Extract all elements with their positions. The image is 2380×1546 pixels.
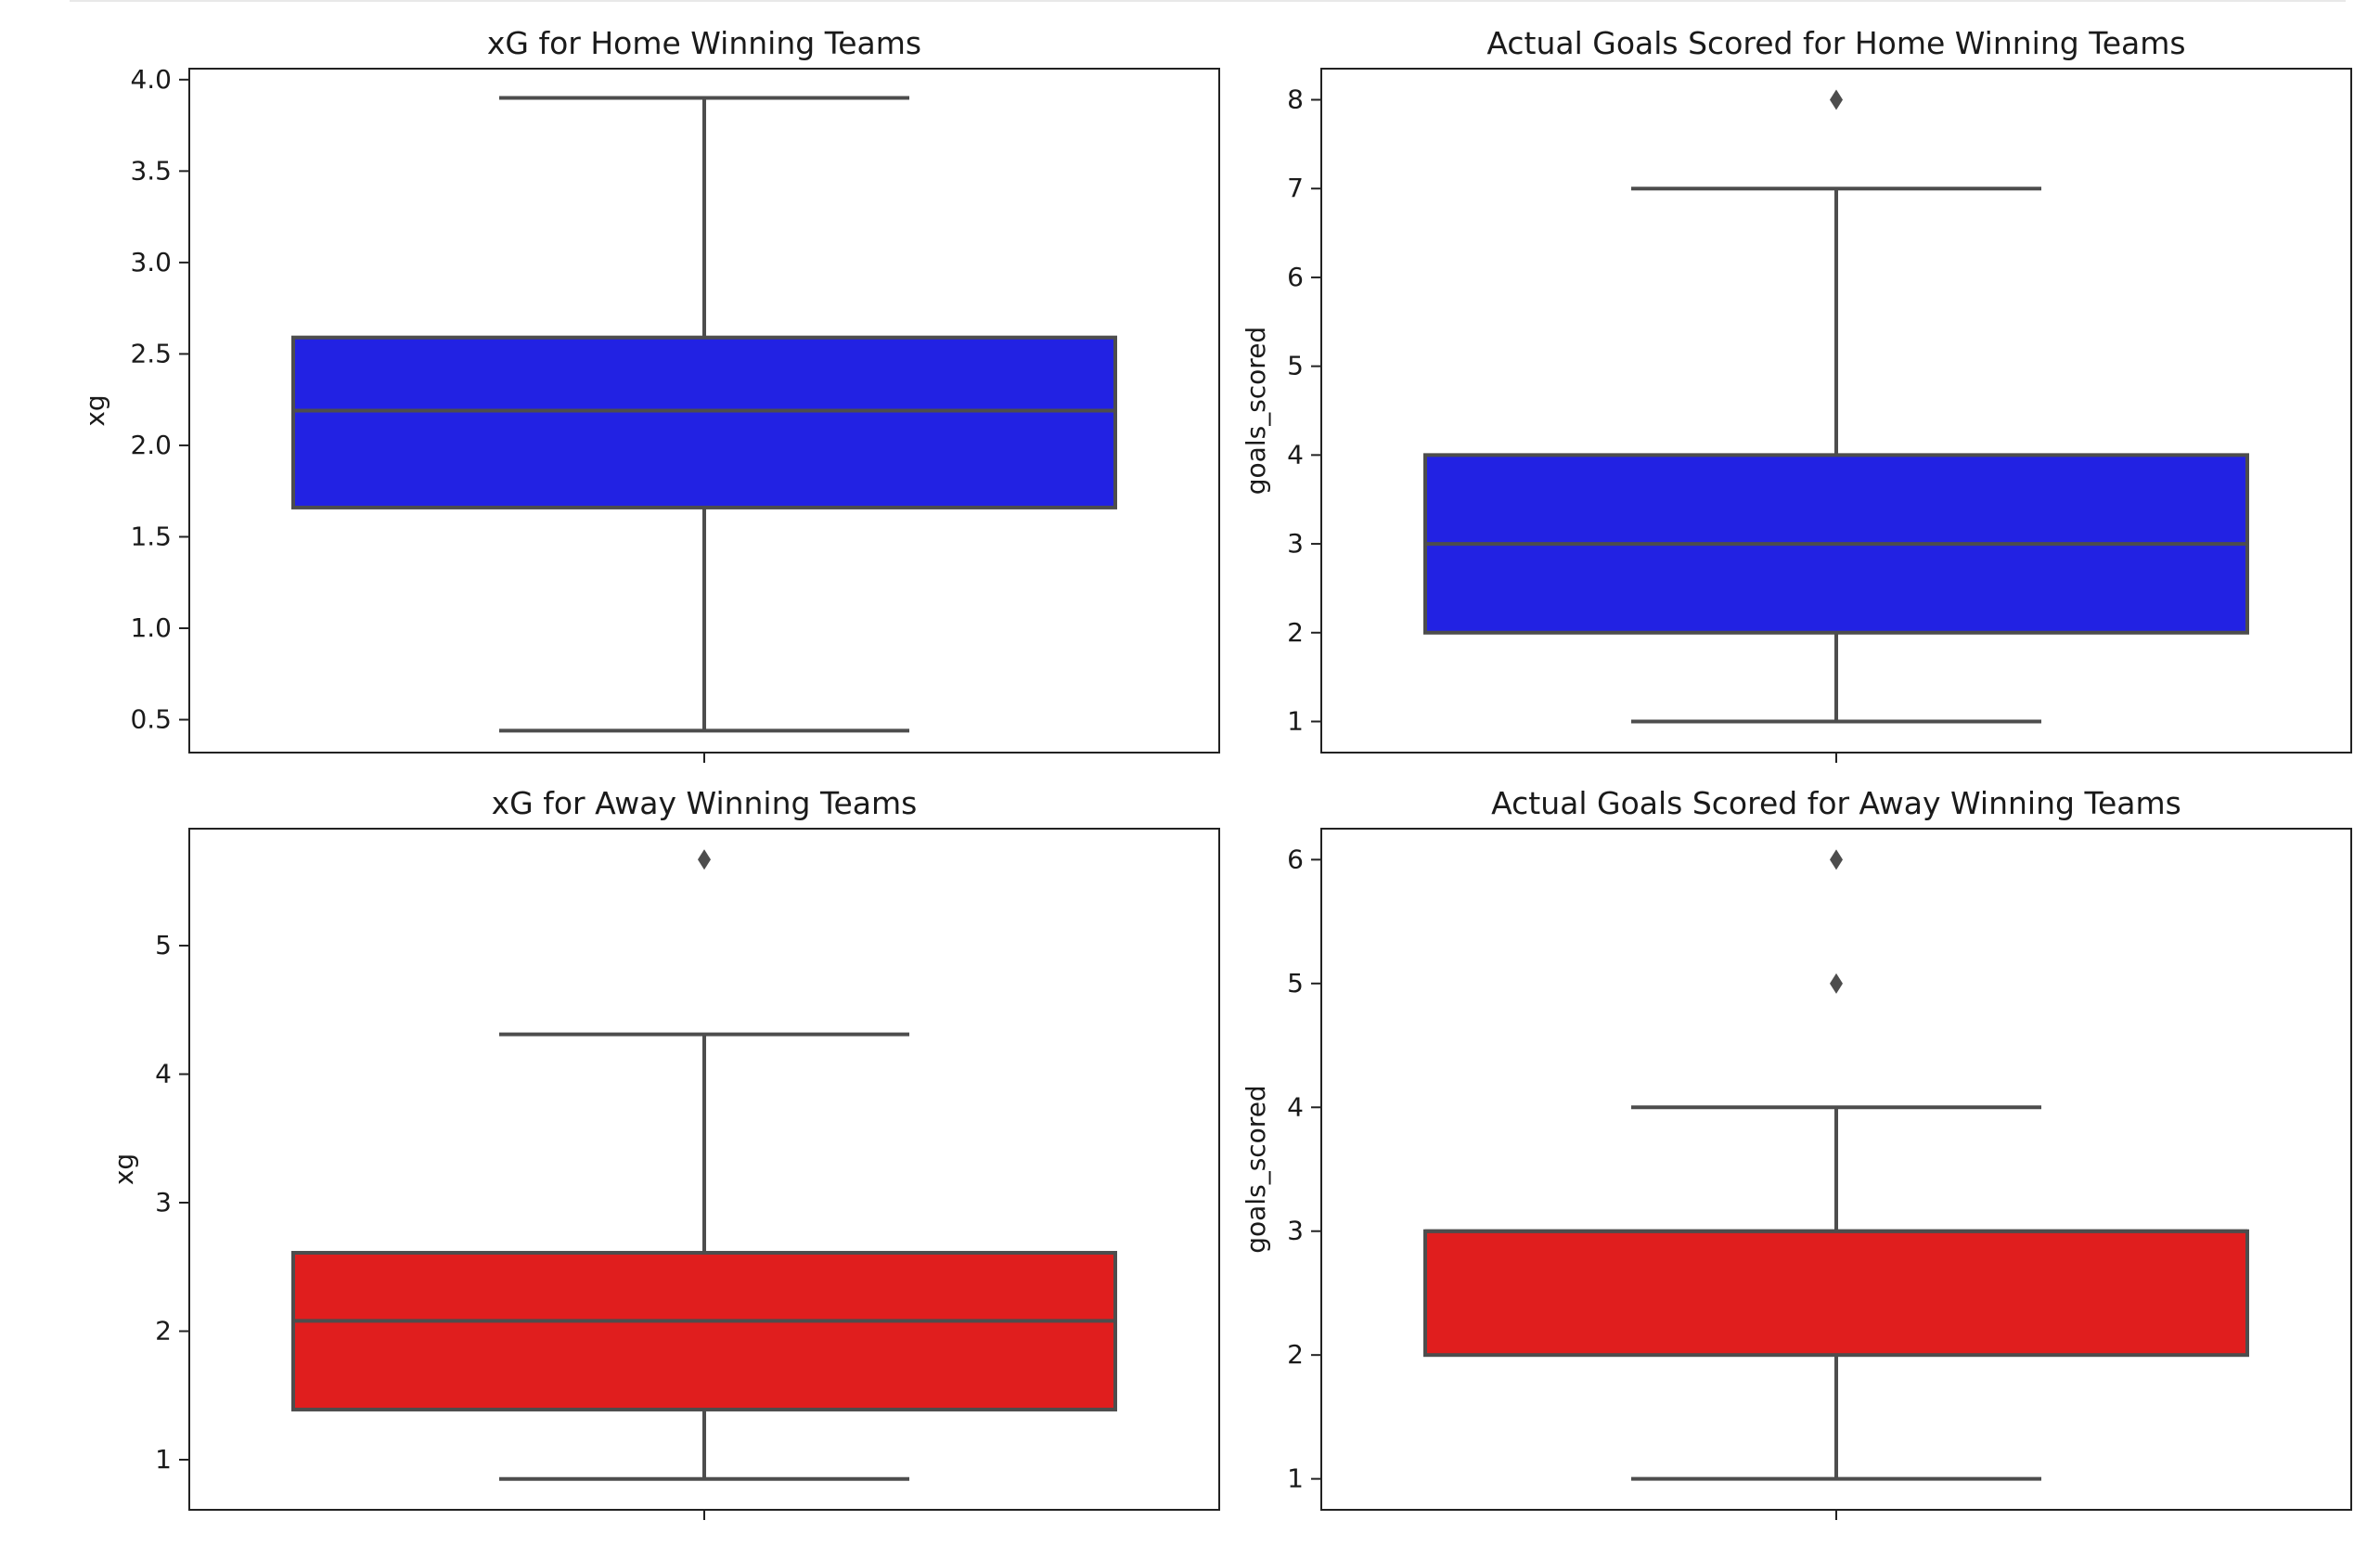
y-tick-label: 4.0 [130,64,172,95]
axes-frame [1320,68,2352,754]
y-tick-label: 0.5 [130,704,172,735]
y-tick-label: 3 [1287,528,1304,559]
y-tick-label: 6 [1287,844,1304,874]
y-tick-label: 3.0 [130,247,172,277]
subplot-4: Actual Goals Scored for Away Winning Tea… [1241,785,2352,1520]
chart-title: xG for Home Winning Teams [487,25,921,61]
y-tick-label: 5 [155,930,172,960]
y-tick-label: 2.0 [130,430,172,460]
top-divider [70,0,2346,2]
y-tick-label: 1.0 [130,612,172,643]
y-axis-label: xg [80,394,110,426]
y-tick-label: 2.5 [130,338,172,368]
iqr-box [291,1251,1117,1411]
y-tick-label: 2 [1287,1339,1304,1370]
y-tick-label: 3 [1287,1216,1304,1246]
y-axis-label: goals_scored [1241,1085,1271,1253]
chart-title: Actual Goals Scored for Away Winning Tea… [1491,785,2181,821]
y-tick-label: 8 [1287,84,1304,115]
chart-title: Actual Goals Scored for Home Winning Tea… [1486,25,2185,61]
iqr-box [1423,1229,2249,1358]
axes-frame [188,68,1220,754]
axes-frame [188,828,1220,1511]
y-axis-label: goals_scored [1241,327,1271,495]
y-tick-label: 4 [1287,1091,1304,1122]
y-tick-label: 1 [1287,706,1304,737]
subplot-1: xG for Home Winning Teams xg 0.5 1.0 1.5 2.0 2… [80,25,1220,763]
outlier-point [1830,89,1843,110]
y-tick-label: 3 [155,1187,172,1217]
y-axis-label: xg [109,1153,139,1185]
axes-frame [1320,828,2352,1511]
y-tick-label: 7 [1287,173,1304,203]
y-tick-label: 5 [1287,968,1304,998]
y-tick-label: 6 [1287,262,1304,292]
iqr-box [291,335,1117,509]
outlier-point [698,849,711,870]
y-tick-label: 3.5 [130,155,172,186]
chart-title: xG for Away Winning Teams [492,785,918,821]
subplot-2: Actual Goals Scored for Home Winning Tea… [1241,25,2352,763]
outlier-point [1830,849,1843,870]
y-tick-label: 1 [1287,1463,1304,1494]
y-tick-label: 2 [155,1315,172,1346]
y-tick-label: 5 [1287,351,1304,381]
subplot-3: xG for Away Winning Teams xg 1 2 3 4 5 [109,785,1220,1520]
y-tick-label: 2 [1287,617,1304,648]
outlier-point [1830,973,1843,994]
y-tick-label: 1 [155,1444,172,1475]
y-tick-label: 4 [155,1059,172,1089]
y-tick-label: 1.5 [130,521,172,551]
y-tick-label: 4 [1287,439,1304,470]
